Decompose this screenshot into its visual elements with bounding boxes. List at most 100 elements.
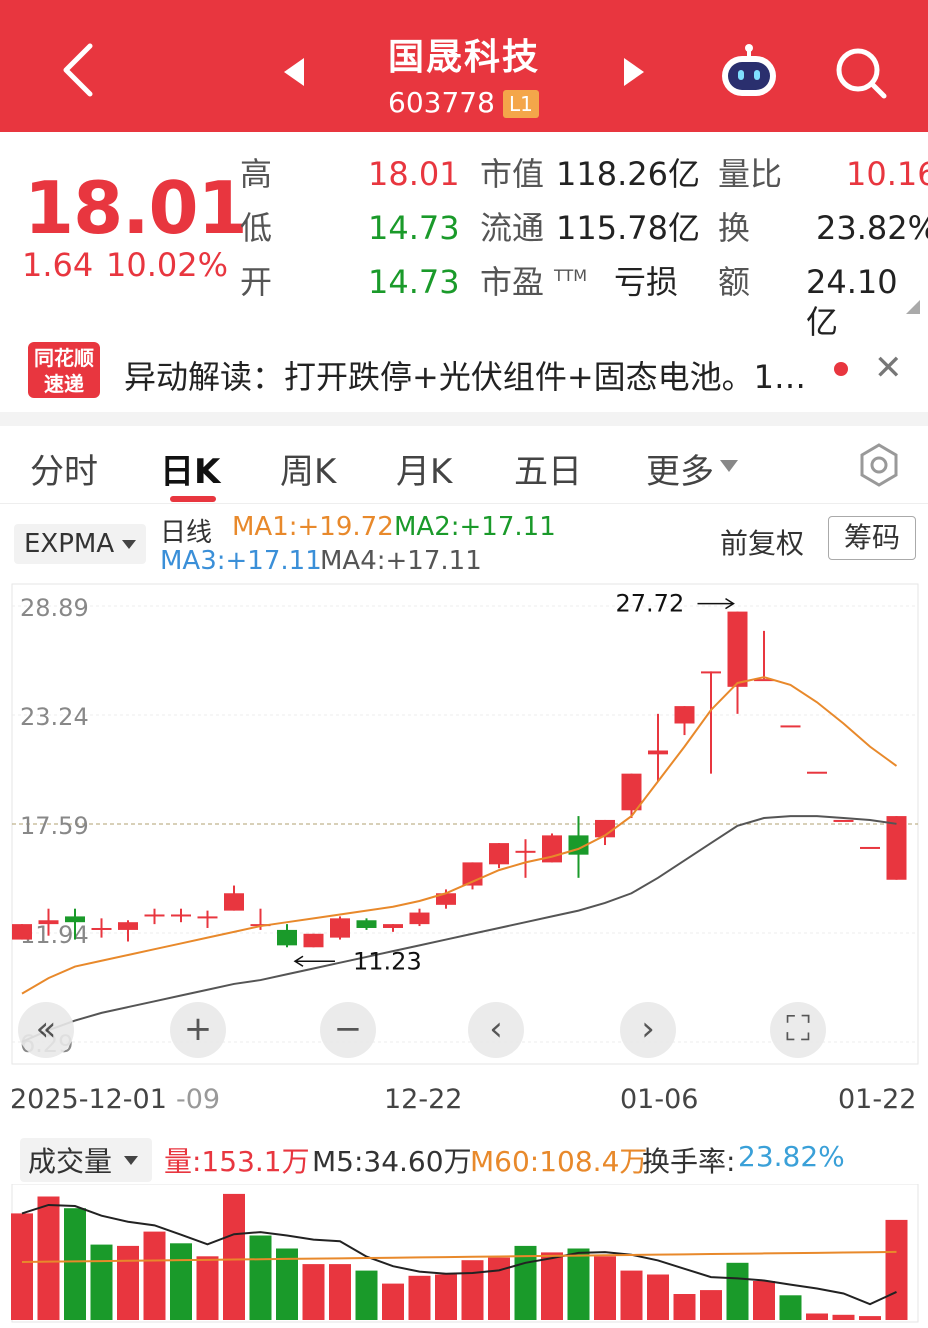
candle-body <box>701 671 721 674</box>
next-stock-icon[interactable] <box>624 58 644 86</box>
period-label: 日线 <box>160 518 213 548</box>
adjust-mode-button[interactable]: 前复权 <box>720 527 805 560</box>
volume-bar <box>673 1294 696 1320</box>
chip-button[interactable]: 筹码 <box>828 516 916 560</box>
candle-body <box>91 927 112 930</box>
turnover-value: 23.82% <box>816 209 928 247</box>
candle-body <box>754 679 774 682</box>
volume-bar <box>594 1256 616 1320</box>
volume-selector[interactable] <box>20 1138 152 1182</box>
active-tab-indicator <box>170 496 216 502</box>
volume-bar <box>806 1313 828 1320</box>
indicator-selector[interactable]: EXPMA <box>14 524 146 564</box>
candle-body <box>833 819 854 822</box>
tab-five-day[interactable]: 五日 <box>514 452 582 492</box>
volume-chart[interactable] <box>0 1184 928 1324</box>
turnover-rate-value: 23.82% <box>738 1140 845 1173</box>
scroll-left-button[interactable]: ‹ <box>468 1002 524 1058</box>
back-arrow-icon[interactable] <box>56 40 100 100</box>
chevron-down-icon <box>124 1156 138 1165</box>
tab-monthly-k[interactable]: 月K <box>396 452 453 492</box>
volume-bar <box>37 1196 60 1320</box>
expand-corner-icon[interactable] <box>906 300 920 314</box>
open-value: 14.73 <box>368 263 460 301</box>
tab-weekly-k[interactable]: 周K <box>280 452 337 492</box>
turnover-rate-label: 换手率: <box>642 1145 736 1178</box>
news-text[interactable]: 异动解读：打开跌停+光伏组件+固态电池。1… <box>124 358 806 396</box>
volume-bar <box>567 1248 590 1320</box>
volume-m5-line <box>21 1203 897 1306</box>
float-label: 流通 <box>480 209 545 247</box>
ma4-value: MA4:+17.11 <box>320 546 482 576</box>
volume-bar <box>196 1256 219 1320</box>
zoom-in-button[interactable]: + <box>170 1002 226 1058</box>
prev-stock-icon[interactable] <box>284 58 304 86</box>
candle-body <box>515 850 536 853</box>
fullscreen-button[interactable]: ⛶ <box>770 1002 826 1058</box>
price-change-pct: 10.02% <box>106 246 229 284</box>
unread-dot <box>834 362 848 376</box>
zoom-out-button[interactable]: − <box>320 1002 376 1058</box>
float-value: 115.78亿 <box>556 209 700 247</box>
candle-body <box>409 912 430 925</box>
candle-body <box>38 920 59 925</box>
ths-express-logo: 同花顺 速递 <box>28 342 100 398</box>
candle-body <box>436 893 456 905</box>
ma1-value: MA1:+19.72 <box>232 512 394 542</box>
ma3-value: MA3:+17.11 <box>160 546 322 576</box>
volume-bar <box>302 1264 325 1320</box>
x-label-2: -09 <box>176 1084 221 1115</box>
mktcap-label: 市值 <box>480 155 545 193</box>
volume-bar <box>647 1274 669 1320</box>
candle-body <box>489 843 509 865</box>
volume-bar <box>700 1290 722 1320</box>
volume-value: 量:153.1万 <box>164 1145 310 1178</box>
search-icon[interactable] <box>832 44 888 100</box>
scroll-start-button[interactable]: « <box>18 1002 74 1058</box>
volume-bar <box>753 1281 775 1320</box>
high-arrowhead <box>725 597 735 610</box>
x-label-end: 01-22 <box>838 1084 917 1115</box>
y-tick-label: 23.24 <box>20 703 89 731</box>
scroll-right-button[interactable]: › <box>620 1002 676 1058</box>
chevron-down-icon[interactable] <box>720 460 738 472</box>
candle-body <box>886 816 907 880</box>
volume-bar <box>382 1283 404 1320</box>
vol-ratio-value: 10.16 <box>846 155 928 193</box>
volume-bar <box>276 1248 298 1320</box>
volume-selector-label[interactable]: 成交量 <box>28 1145 113 1178</box>
volume-bar <box>620 1270 643 1320</box>
period-tabs: 分时 日K 周K 月K 五日 更多 <box>0 426 928 504</box>
tab-more[interactable]: 更多 <box>646 452 714 492</box>
open-label: 开 <box>240 263 273 301</box>
tab-intraday[interactable]: 分时 <box>30 452 98 492</box>
volume-bar <box>859 1316 881 1320</box>
ma2-line <box>21 815 897 1043</box>
candle-body <box>277 929 297 946</box>
volume-bar <box>355 1270 378 1320</box>
pe-ttm-sup: TTM <box>554 266 588 285</box>
robot-assistant-icon[interactable] <box>718 40 780 102</box>
low-annotation-label: 11.23 <box>353 947 422 975</box>
news-banner[interactable]: 同花顺 速递 异动解读：打开跌停+光伏组件+固态电池。1… ✕ <box>0 322 928 412</box>
turnover-label: 换 <box>718 209 751 247</box>
x-label-3: 12-22 <box>384 1084 463 1115</box>
section-divider <box>0 412 928 426</box>
candle-body <box>860 846 880 849</box>
candle-body <box>621 773 642 811</box>
mktcap-value: 118.26亿 <box>556 155 700 193</box>
candle-body <box>383 924 403 928</box>
x-label-4: 01-06 <box>620 1084 699 1115</box>
low-label: 低 <box>240 209 273 247</box>
indicator-name: EXPMA <box>24 529 115 559</box>
volume-bar <box>329 1264 351 1320</box>
app-header: 国晟科技 603778 L1 <box>0 0 928 132</box>
candle-body <box>674 706 695 724</box>
ma1-line <box>21 676 898 995</box>
volume-bar <box>170 1243 192 1320</box>
high-annotation-label: 27.72 <box>616 590 685 618</box>
close-icon[interactable]: ✕ <box>874 348 903 388</box>
settings-hexagon-icon[interactable] <box>856 442 902 488</box>
tab-daily-k[interactable]: 日K <box>160 452 221 492</box>
